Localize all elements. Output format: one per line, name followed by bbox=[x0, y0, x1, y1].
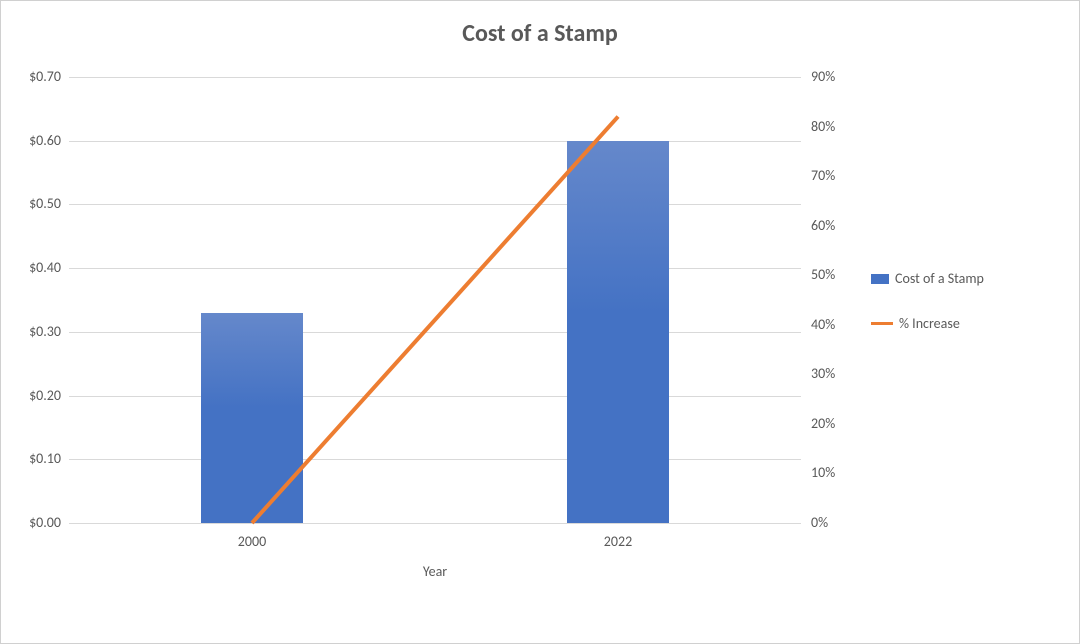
y1-tick-label: $0.40 bbox=[1, 259, 61, 276]
y2-tick-label: 80% bbox=[811, 118, 835, 135]
y1-tick-label: $0.70 bbox=[1, 68, 61, 85]
y1-tick-label: $0.20 bbox=[1, 387, 61, 404]
gridline bbox=[69, 141, 801, 142]
y2-tick-label: 60% bbox=[811, 217, 835, 234]
bar bbox=[567, 141, 669, 523]
bar bbox=[201, 313, 303, 523]
y1-tick-label: $0.60 bbox=[1, 132, 61, 149]
legend-item-line: % Increase bbox=[871, 315, 984, 332]
y2-tick-label: 0% bbox=[811, 514, 828, 531]
legend-item-bar: Cost of a Stamp bbox=[871, 270, 984, 287]
gridline bbox=[69, 268, 801, 269]
y2-tick-label: 40% bbox=[811, 316, 835, 333]
bar-swatch-icon bbox=[871, 274, 889, 284]
gridline bbox=[69, 204, 801, 205]
chart-container: Cost of a Stamp $0.00 $0.10 $0.20 $0.30 $0.4… bbox=[0, 0, 1080, 644]
y2-tick-label: 50% bbox=[811, 266, 835, 283]
x-axis-title: Year bbox=[385, 563, 485, 580]
legend: Cost of a Stamp % Increase bbox=[871, 270, 984, 360]
line-segment bbox=[251, 115, 620, 524]
y2-tick-label: 70% bbox=[811, 167, 835, 184]
y1-tick-label: $0.50 bbox=[1, 195, 61, 212]
gridline bbox=[69, 332, 801, 333]
x-tick-label: 2022 bbox=[578, 533, 658, 550]
gridline bbox=[69, 77, 801, 78]
chart-title: Cost of a Stamp bbox=[1, 19, 1079, 48]
line-swatch-icon bbox=[871, 322, 893, 325]
y2-tick-label: 10% bbox=[811, 464, 835, 481]
y1-tick-label: $0.00 bbox=[1, 514, 61, 531]
y2-tick-label: 90% bbox=[811, 68, 835, 85]
y2-tick-label: 30% bbox=[811, 365, 835, 382]
gridline bbox=[69, 459, 801, 460]
y1-tick-label: $0.10 bbox=[1, 450, 61, 467]
y1-tick-label: $0.30 bbox=[1, 323, 61, 340]
x-tick-label: 2000 bbox=[212, 533, 292, 550]
y2-tick-label: 20% bbox=[811, 415, 835, 432]
plot-area bbox=[69, 77, 801, 523]
gridline bbox=[69, 396, 801, 397]
legend-label: % Increase bbox=[899, 315, 960, 332]
legend-label: Cost of a Stamp bbox=[895, 270, 984, 287]
